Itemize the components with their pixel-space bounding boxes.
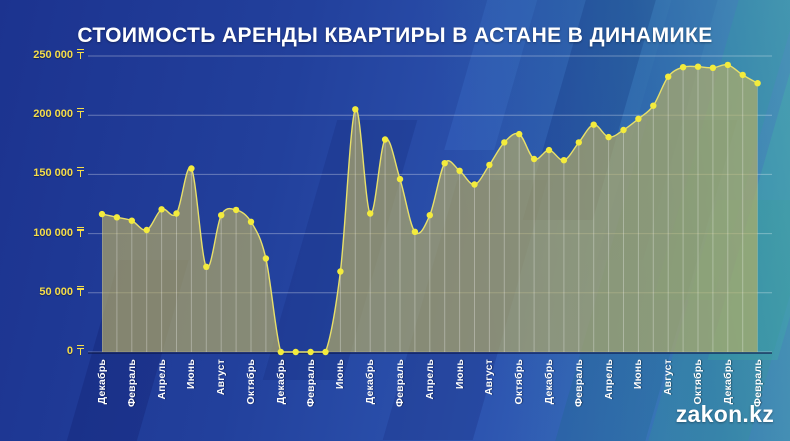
y-axis-value: 200 000 bbox=[33, 108, 73, 121]
x-axis-label: Декабрь bbox=[274, 359, 287, 405]
x-axis-label: Апрель bbox=[602, 359, 615, 400]
x-axis-label: Февраль bbox=[572, 359, 585, 408]
x-axis-label: Декабрь bbox=[364, 359, 377, 405]
chart-title: СТОИМОСТЬ АРЕНДЫ КВАРТИРЫ В АСТАНЕ В ДИН… bbox=[77, 24, 713, 48]
x-axis-label: Июнь bbox=[632, 359, 645, 390]
y-axis-value: 150 000 bbox=[33, 167, 73, 180]
y-axis-value: 250 000 bbox=[33, 49, 73, 61]
x-axis-label: Октябрь bbox=[245, 359, 257, 405]
x-axis-label: Август bbox=[215, 359, 228, 396]
tenge-icon bbox=[77, 49, 84, 59]
tenge-icon bbox=[77, 285, 84, 296]
x-axis-label: Февраль bbox=[125, 359, 138, 408]
data-point-markers bbox=[98, 61, 761, 356]
x-axis-label: Октябрь bbox=[513, 359, 526, 405]
y-axis-label: 250 000 bbox=[0, 49, 84, 61]
x-axis-label: Февраль bbox=[751, 359, 764, 408]
x-axis-label: Июнь bbox=[453, 359, 466, 390]
y-axis-label: 50 000 bbox=[0, 285, 84, 298]
x-axis-label: Октябрь bbox=[692, 359, 704, 405]
y-axis-label: 100 000 bbox=[0, 226, 84, 239]
tenge-icon bbox=[77, 226, 84, 237]
x-axis-label: Июнь bbox=[185, 359, 198, 390]
x-axis-label: Август bbox=[662, 359, 675, 396]
tenge-icon bbox=[77, 345, 84, 355]
x-axis-label: Февраль bbox=[304, 359, 317, 408]
y-axis-label: 200 000 bbox=[0, 108, 84, 120]
x-axis-label: Апрель bbox=[423, 359, 436, 400]
x-axis-label: Февраль bbox=[394, 359, 406, 408]
tenge-icon bbox=[77, 167, 84, 178]
y-axis-label: 150 000 bbox=[0, 167, 84, 179]
tenge-icon bbox=[77, 108, 84, 119]
y-axis-label: 0 bbox=[0, 345, 84, 357]
x-axis-label: Июнь bbox=[334, 359, 347, 390]
x-axis-label: Август bbox=[483, 359, 496, 396]
y-axis-value: 0 bbox=[66, 345, 73, 357]
area-fill bbox=[102, 64, 758, 353]
x-axis-label: Декабрь bbox=[721, 359, 734, 405]
watermark-zakon-kz: zakon.kz bbox=[675, 401, 774, 427]
y-axis-value: 50 000 bbox=[39, 285, 73, 298]
x-axis-label: Апрель bbox=[155, 359, 168, 400]
y-axis-value: 100 000 bbox=[33, 226, 73, 239]
x-axis-label: Декабрь bbox=[543, 359, 555, 405]
x-axis-label: Декабрь bbox=[96, 359, 108, 405]
